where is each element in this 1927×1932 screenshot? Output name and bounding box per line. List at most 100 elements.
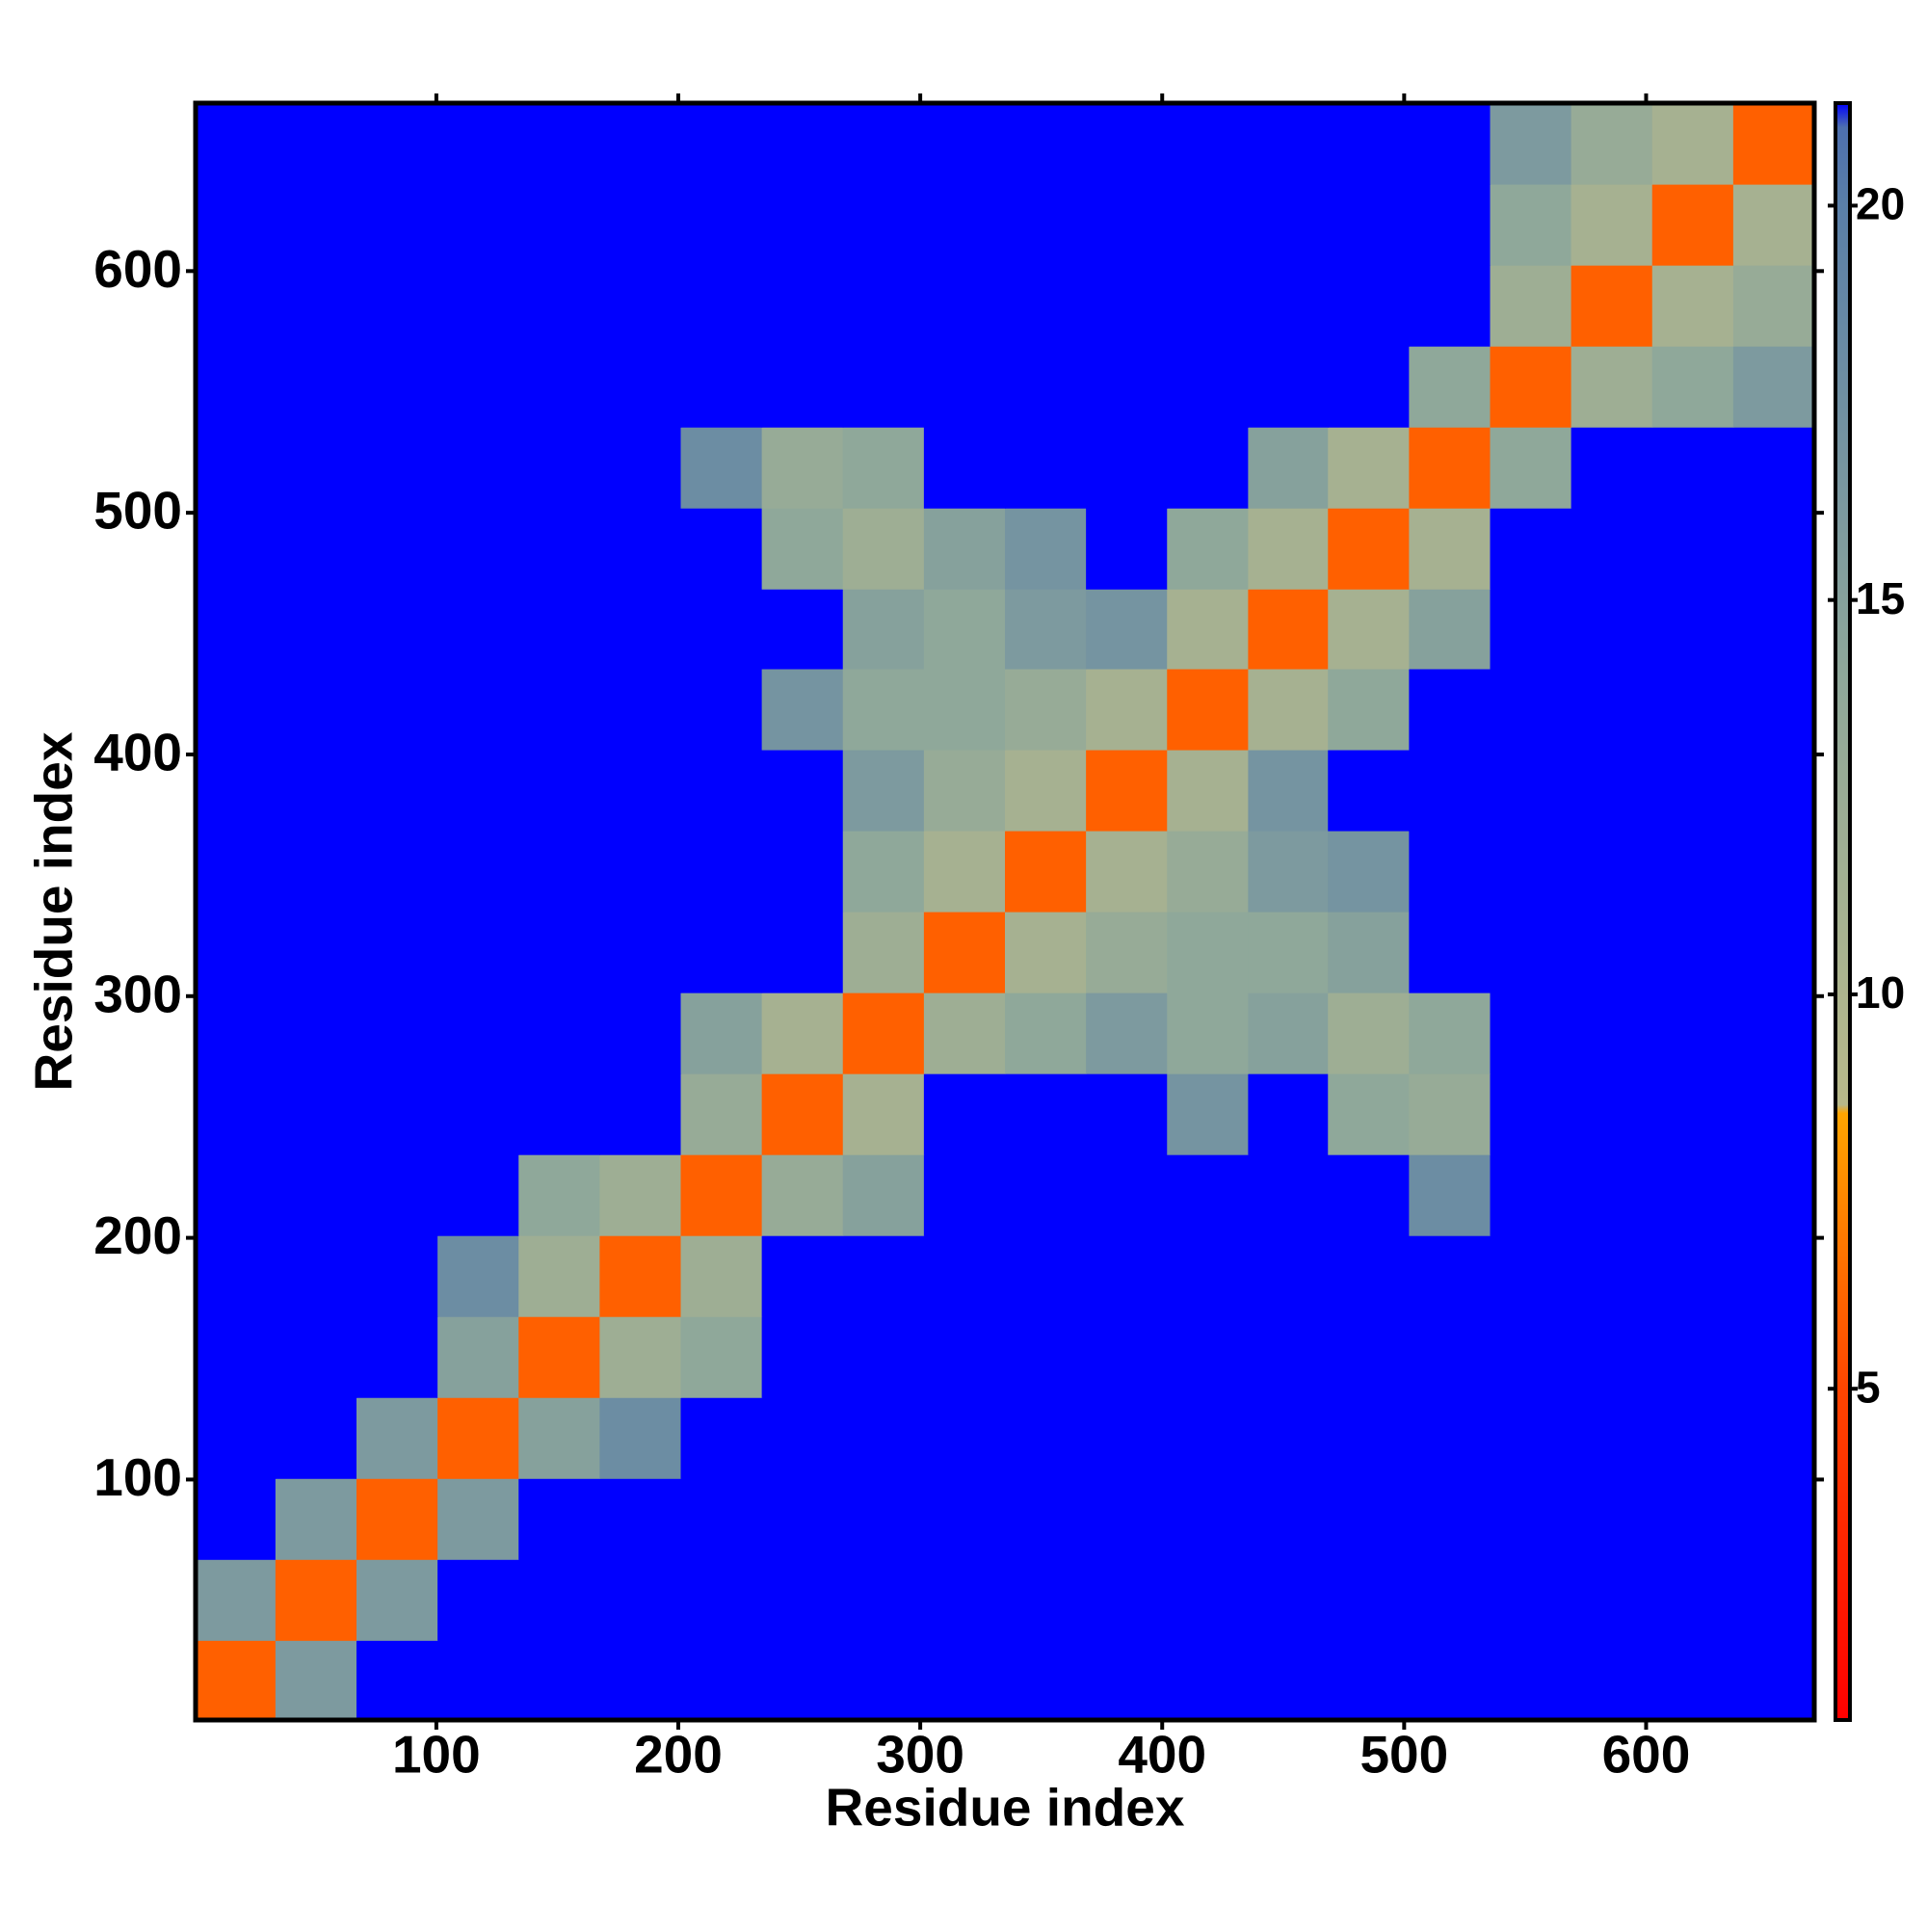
x-tick-label: 500 bbox=[1359, 1725, 1448, 1785]
heatmap-cell bbox=[761, 184, 844, 266]
heatmap-cell bbox=[1005, 1397, 1087, 1479]
heatmap-cell bbox=[518, 1640, 600, 1721]
heatmap-cell bbox=[437, 749, 519, 832]
colorbar-segment bbox=[1835, 1389, 1850, 1721]
heatmap-cell bbox=[599, 1478, 682, 1560]
heatmap-cell bbox=[842, 1478, 925, 1560]
heatmap-cell bbox=[1167, 1316, 1249, 1398]
heatmap-cell bbox=[1571, 265, 1653, 347]
heatmap-cell bbox=[196, 668, 277, 751]
heatmap-cell bbox=[1490, 1478, 1572, 1560]
heatmap-cell bbox=[518, 992, 600, 1074]
heatmap-cell bbox=[1490, 184, 1572, 266]
heatmap-cell bbox=[599, 992, 682, 1074]
heatmap-cell bbox=[1490, 1073, 1572, 1155]
heatmap-cell bbox=[1409, 1640, 1491, 1721]
heatmap-cell bbox=[1490, 1235, 1572, 1317]
heatmap-cell bbox=[842, 1397, 925, 1479]
heatmap-cell bbox=[1328, 1559, 1410, 1641]
heatmap-cell bbox=[1248, 992, 1329, 1074]
heatmap-cell bbox=[196, 265, 277, 347]
heatmap-cell bbox=[1248, 184, 1329, 266]
heatmap-cell bbox=[599, 508, 682, 590]
heatmap-cell bbox=[599, 1640, 682, 1721]
heatmap-cell bbox=[1328, 508, 1410, 590]
heatmap-cell bbox=[761, 265, 844, 347]
heatmap-cell bbox=[437, 1235, 519, 1317]
heatmap-cell bbox=[196, 508, 277, 590]
heatmap-cell bbox=[518, 1235, 600, 1317]
heatmap-cell bbox=[1571, 1640, 1653, 1721]
heatmap-cell bbox=[1248, 1478, 1329, 1560]
heatmap-cell bbox=[1571, 830, 1653, 913]
heatmap-cell bbox=[680, 1559, 763, 1641]
heatmap-cell bbox=[1651, 346, 1734, 428]
heatmap-cell bbox=[1167, 1235, 1249, 1317]
heatmap-cell bbox=[1005, 427, 1087, 509]
heatmap-cell bbox=[923, 346, 1006, 428]
heatmap-cell bbox=[275, 830, 357, 913]
heatmap-cell bbox=[356, 184, 438, 266]
heatmap-cell bbox=[196, 1478, 277, 1560]
heatmap-cell bbox=[1248, 1316, 1329, 1398]
heatmap-cell bbox=[1167, 1478, 1249, 1560]
heatmap-cell bbox=[842, 830, 925, 913]
heatmap-cell bbox=[1732, 346, 1815, 428]
heatmap-cell bbox=[1571, 589, 1653, 670]
heatmap-cell bbox=[1732, 830, 1815, 913]
heatmap-cell bbox=[1490, 103, 1572, 185]
heatmap-cell bbox=[196, 1235, 277, 1317]
heatmap-cell bbox=[923, 1478, 1006, 1560]
heatmap-cell bbox=[1732, 589, 1815, 670]
heatmap-cell bbox=[1248, 668, 1329, 751]
axes: 100 200 300 400 500 600 100 200 300 400 500 600 5 10 1… bbox=[93, 93, 1905, 1785]
heatmap-cell bbox=[923, 992, 1006, 1074]
y-tick-label: 200 bbox=[93, 1205, 182, 1265]
heatmap-cell bbox=[518, 265, 600, 347]
heatmap-cell bbox=[1490, 427, 1572, 509]
heatmap-cell bbox=[196, 427, 277, 509]
heatmap-cell bbox=[1248, 1397, 1329, 1479]
heatmap-cell bbox=[1651, 830, 1734, 913]
heatmap-cell bbox=[923, 1073, 1006, 1155]
heatmap-cell bbox=[1732, 427, 1815, 509]
heatmap-cell bbox=[1328, 749, 1410, 832]
heatmap-cell bbox=[1167, 1397, 1249, 1479]
heatmap-cell bbox=[761, 103, 844, 185]
heatmap-cell bbox=[275, 103, 357, 185]
heatmap-cell bbox=[1086, 1478, 1168, 1560]
heatmap-cell bbox=[923, 427, 1006, 509]
heatmap-cell bbox=[1490, 830, 1572, 913]
heatmap-cell bbox=[1005, 265, 1087, 347]
heatmap-cell bbox=[518, 1478, 600, 1560]
heatmap-cell bbox=[1005, 184, 1087, 266]
heatmap-cell bbox=[1409, 1559, 1491, 1641]
heatmap-cell bbox=[1328, 184, 1410, 266]
heatmap-cell bbox=[1167, 1559, 1249, 1641]
heatmap-cell bbox=[1651, 912, 1734, 993]
heatmap-cell bbox=[1328, 1397, 1410, 1479]
heatmap-cell bbox=[1086, 668, 1168, 751]
heatmap-cell bbox=[1651, 1154, 1734, 1236]
heatmap-cell bbox=[356, 265, 438, 347]
heatmap-cell bbox=[275, 1478, 357, 1560]
heatmap-cell bbox=[1248, 1073, 1329, 1155]
heatmap-cell bbox=[761, 1154, 844, 1236]
x-tick-label: 400 bbox=[1118, 1725, 1206, 1785]
heatmap-cell bbox=[1409, 1478, 1491, 1560]
heatmap-cell bbox=[1248, 1154, 1329, 1236]
heatmap-cell bbox=[842, 1316, 925, 1398]
heatmap-cell bbox=[1571, 184, 1653, 266]
heatmap-cell bbox=[842, 912, 925, 993]
colorbar-segment bbox=[1835, 1112, 1850, 1389]
heatmap-cell bbox=[1409, 265, 1491, 347]
heatmap-cell bbox=[1328, 427, 1410, 509]
heatmap-cell bbox=[923, 1154, 1006, 1236]
heatmap-cell bbox=[196, 749, 277, 832]
heatmap-cell bbox=[518, 346, 600, 428]
heatmap-cell bbox=[1732, 1235, 1815, 1317]
heatmap-cell bbox=[437, 1397, 519, 1479]
heatmap-cell bbox=[1167, 103, 1249, 185]
heatmap-cell bbox=[842, 346, 925, 428]
heatmap-cell bbox=[599, 346, 682, 428]
